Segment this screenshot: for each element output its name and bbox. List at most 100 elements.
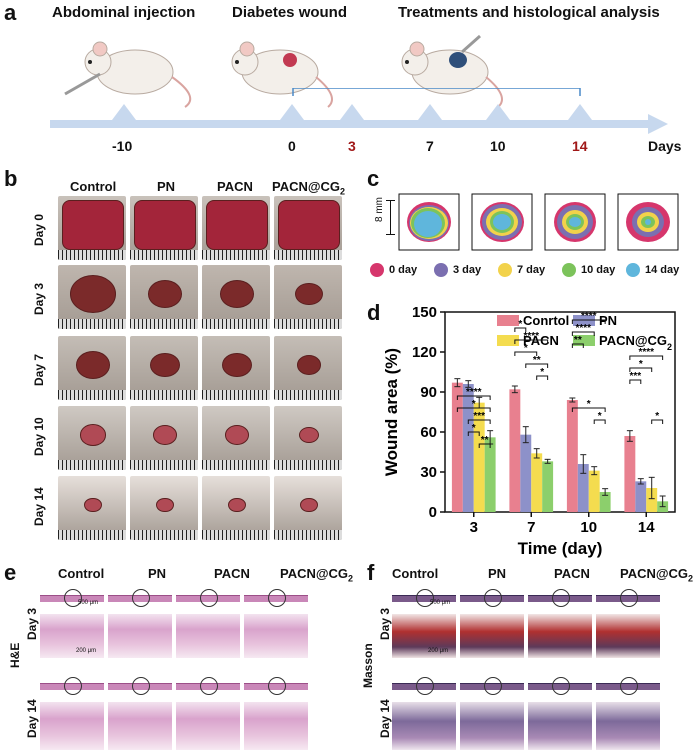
bar [462,384,474,512]
mouse-icon [64,41,192,108]
panel-label-e: e [4,560,17,585]
wound-spot [80,424,106,446]
e-row-label-day14: Day 14 [25,699,39,738]
wound-photo [130,406,198,470]
step-label-1: Abdominal injection [52,4,196,21]
region-circle [416,589,434,607]
f-stain-label: Masson [361,643,375,688]
ruler [202,250,270,260]
significance-label: ** [574,335,582,346]
scale-bar [390,200,391,234]
significance-bracket [456,407,491,412]
trace-legend-item: 14 day [626,263,679,277]
wound-photo [130,476,198,540]
region-circle [484,589,502,607]
ruler [274,319,342,329]
ruler [202,530,270,540]
legend-swatch [434,263,448,277]
wound-trace-panels [398,193,679,251]
trace-legend-item: 7 day [498,263,545,277]
f-col-header-pacn: PACN [554,566,590,581]
wound-spot [299,426,319,444]
y-axis-label: Wound area (%) [382,348,401,476]
significance-bracket [514,339,549,344]
wound-photo [274,265,342,329]
mouse-illustrations [64,34,503,108]
significance-label: * [655,411,659,422]
region-circle [268,677,286,695]
ruler [202,319,270,329]
panel-label-d: d [367,300,381,325]
ruler [130,530,198,540]
bar [473,402,485,512]
region-circle [268,589,286,607]
wound-spot [228,497,246,513]
significance-bracket [629,355,664,360]
wound-spot [206,200,268,250]
significance-label: ** [533,355,541,366]
significance-label: **** [575,323,591,334]
y-tick-label: 60 [420,424,437,441]
trace-legend-item: 0 day [370,263,417,277]
histology-detail [596,614,660,658]
panel-label-a: a [4,0,17,25]
significance-label: **** [523,331,539,342]
ruler [58,390,126,400]
bar [588,470,600,512]
plot-frame [444,311,676,513]
days-axis-label: Days [648,138,682,154]
histology-overview [596,584,660,612]
significance-bracket [525,363,549,368]
significance-bracket [536,375,549,380]
scale-bar-cap [386,234,395,235]
wound-photo [58,196,126,260]
f-col-header-control: Control [392,566,439,581]
legend-label: PN [599,313,617,328]
histology-overview [460,672,524,700]
e-col-header-pacn-cg2: PACN@CG2 [280,566,354,584]
wound-spot [148,280,182,308]
col-header-pacn: PACN [217,179,253,194]
wound-photo [58,476,126,540]
ruler [58,250,126,260]
y-tick-label: 90 [420,384,437,401]
b-row-label: Day 7 [32,353,46,386]
histology-overview [460,584,524,612]
wound-spot [76,351,110,379]
tick-label: 0 [288,138,296,154]
significance-label: * [518,319,522,330]
trace-legend-item: 3 day [434,263,481,277]
x-axis-label: Time (day) [518,539,603,558]
significance-bracket [571,343,584,348]
histology-detail [176,702,240,750]
histology-detail [176,614,240,658]
y-tick-label: 30 [420,464,437,481]
ruler [202,460,270,470]
wound-photo [274,196,342,260]
histology-detail [528,702,592,750]
trace-legend-item: 10 day [562,263,615,277]
wound-spot [222,352,252,378]
wound-photo [274,336,342,400]
x-tick-label: 7 [527,519,535,536]
wound-photo [130,196,198,260]
significance-bracket [571,319,606,324]
wound-photo [58,336,126,400]
histology-detail [460,614,524,658]
trace-box-pacn-cg2 [617,193,679,251]
significance-bracket [571,407,606,412]
wound-spot [278,200,340,250]
wound-spot [150,352,180,378]
histology-overview [244,672,308,700]
legend-swatch [370,263,384,277]
region-circle [416,677,434,695]
significance-label: * [472,399,476,410]
histology-detail [596,702,660,750]
ruler [274,390,342,400]
significance-bracket [593,419,606,424]
wound-spot [296,355,322,375]
wound-spot [70,275,116,313]
bar [577,464,589,512]
region-circle [620,589,638,607]
panel-label-f: f [367,560,375,585]
